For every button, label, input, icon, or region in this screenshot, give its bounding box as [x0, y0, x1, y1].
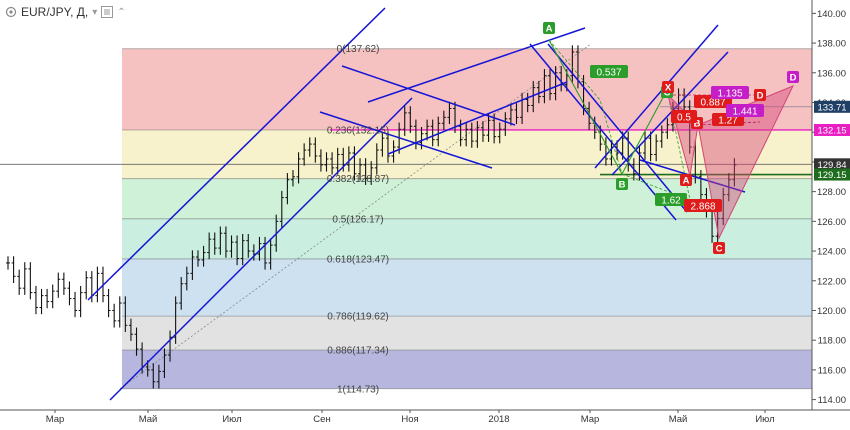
dropdown-chevron-icon[interactable]: ▾	[92, 6, 98, 18]
price-tag	[814, 100, 850, 113]
price-tag-label: 129.84	[817, 160, 846, 171]
pattern-labels: ABCXABCDD0.5371.620.51.270.8872.8681.135…	[543, 22, 799, 255]
fib-zone-2	[122, 178, 812, 219]
channel-line-8	[594, 24, 719, 169]
channel-line-1	[109, 97, 413, 401]
y-tick-label: 114.00	[818, 395, 846, 406]
pattern-point-label: A	[683, 176, 690, 187]
ratio-badge	[671, 110, 697, 123]
price-tag-label: 133.71	[817, 102, 846, 113]
y-tick-label: 128.00	[817, 187, 846, 198]
price-tag	[814, 168, 850, 181]
channel-line-10	[639, 159, 746, 193]
x-tick-label: Мар	[581, 414, 600, 425]
pattern-point-label: D	[757, 91, 764, 102]
fib-label-5: 0.786(119.62)	[327, 312, 389, 323]
pattern-point-badge	[713, 242, 725, 254]
price-tag-label: 129.15	[817, 170, 846, 181]
x-tick-label: Май	[669, 414, 688, 425]
x-tick-label: 2018	[488, 414, 509, 425]
drag-handle-icon[interactable]	[5, 6, 17, 18]
y-axis-panel	[812, 0, 850, 425]
x-axis-panel	[0, 410, 850, 425]
y-tick-label: 140.00	[817, 9, 846, 20]
fibonacci-zones	[122, 48, 812, 389]
price-tag	[814, 158, 850, 171]
pattern-point-label: C	[716, 244, 723, 255]
ratio-label: 0.537	[596, 68, 621, 79]
x-tick-label: Июл	[755, 414, 774, 425]
price-tag	[814, 123, 850, 136]
ratio-badge	[590, 65, 628, 78]
fib-label-6: 0.886(117.34)	[327, 345, 389, 356]
settings-square-icon[interactable]	[101, 6, 114, 18]
y-tick-label: 136.00	[817, 68, 846, 79]
y-tick-label: 118.00	[818, 336, 846, 347]
y-tick-label: 116.00	[818, 365, 846, 376]
price-bars	[6, 45, 737, 389]
pattern-point-badge	[543, 22, 555, 34]
ratio-label: 1.135	[717, 89, 742, 100]
pattern-point-badge	[787, 71, 799, 83]
ratio-label: 2.868	[690, 202, 715, 213]
pattern-point-badge	[680, 174, 692, 186]
x-tick-label: Июл	[222, 414, 241, 425]
fib-label-1: 0.236(132.15)	[327, 125, 389, 136]
fib-label-2: 0.382(128.87)	[327, 174, 389, 185]
x-tick-label: Ноя	[401, 414, 418, 425]
fib-zone-0	[122, 48, 812, 130]
pattern-point-label: A	[546, 24, 553, 35]
ratio-label: 1.62	[661, 196, 681, 207]
pattern-point-badge	[754, 89, 766, 101]
price-tag-label: 132.15	[817, 125, 846, 136]
x-tick-label: Сен	[313, 414, 330, 425]
y-tick-label: 124.00	[817, 247, 846, 258]
fib-label-7: 1(114.73)	[337, 384, 379, 395]
abc-pattern-dashed	[548, 39, 623, 175]
y-tick-label: 120.00	[817, 306, 846, 317]
pattern-point-label: B	[619, 180, 626, 191]
collapse-chevron-icon[interactable]: ⌃	[117, 6, 126, 18]
fib-diagonal-line	[119, 44, 591, 390]
channel-line-0	[87, 7, 386, 301]
fib-label-4: 0.618(123.47)	[327, 254, 389, 265]
fib-zone-5	[122, 316, 812, 350]
x-tick-label: Май	[139, 414, 158, 425]
fib-zone-6	[122, 349, 812, 389]
y-tick-label: 138.00	[817, 39, 846, 50]
ratio-badge	[711, 86, 749, 99]
channel-line-6	[529, 43, 677, 221]
channel-line-7	[547, 43, 688, 213]
ratio-label: 1.27	[718, 116, 738, 127]
pattern-point-label: X	[665, 83, 672, 94]
fib-label-3: 0.5(126.17)	[332, 214, 383, 225]
fibonacci-labels: 0(137.62) 0.236(132.15) 0.382(128.87) 0.5(1…	[327, 44, 389, 395]
symbol-label[interactable]: EUR/JPY, Д,	[21, 5, 89, 19]
channel-line-4	[387, 81, 568, 155]
channel-line-9	[611, 51, 729, 176]
ratio-badge	[684, 199, 722, 212]
symbol-header: EUR/JPY, Д, ▾ ⌃	[2, 2, 129, 22]
ratio-label: 0.887	[700, 98, 725, 109]
ratio-badge	[655, 193, 687, 206]
pattern-point-badge	[616, 178, 628, 190]
pattern-point-badge	[662, 81, 674, 93]
ratio-label: 1.441	[732, 107, 757, 118]
fib-zone-4	[122, 258, 812, 317]
fib-label-0: 0(137.62)	[337, 44, 380, 55]
ratio-badge	[726, 104, 764, 117]
pattern-point-label: D	[790, 73, 797, 84]
y-tick-label: 122.00	[817, 276, 846, 287]
ratio-label: 0.5	[677, 113, 691, 124]
pattern-point-label: B	[694, 119, 701, 130]
channel-line-3	[319, 111, 493, 169]
x-tick-label: Мар	[46, 414, 65, 425]
y-tick-label: 126.00	[817, 217, 846, 228]
